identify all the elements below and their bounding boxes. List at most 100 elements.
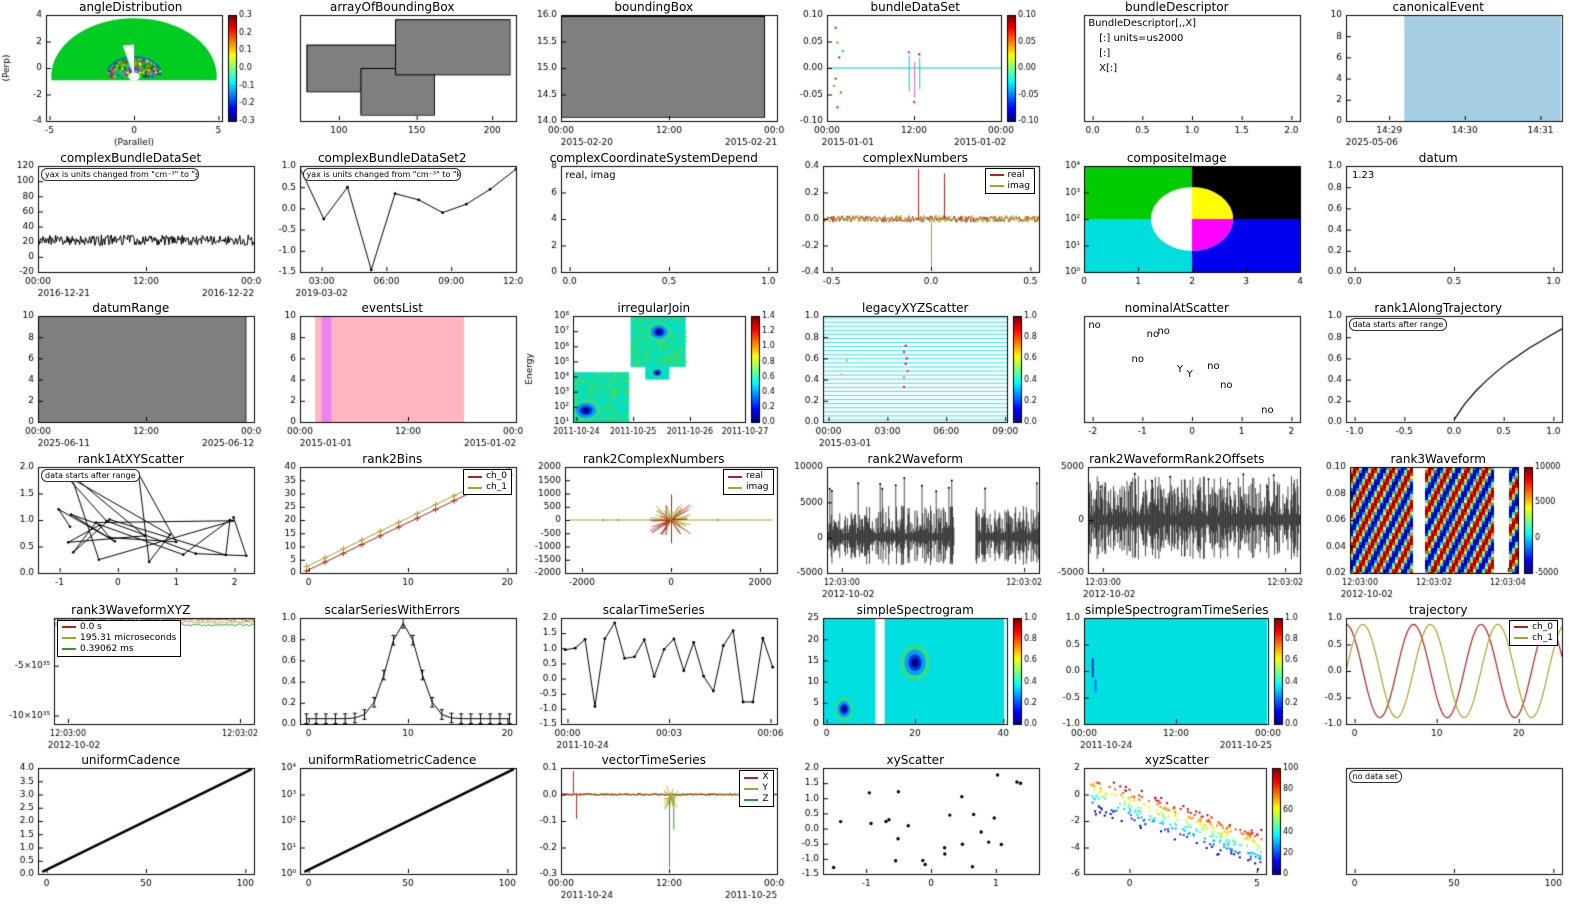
plot-title: uniformRatiometricCadence (308, 753, 477, 768)
plot-text: [:] units=us2000 (1099, 33, 1184, 45)
subplot-irregularJoin: irregularJoin (523, 301, 785, 453)
subplot-compositeImage: compositeImage (1046, 150, 1308, 302)
legend-swatch (989, 174, 1004, 177)
plot-canvas (784, 301, 1047, 453)
subplot-xyScatter: xyScatter (784, 753, 1047, 904)
plot-title: complexBundleDataSet2 (317, 150, 467, 165)
legend: real imag (723, 469, 774, 495)
subplot-legacyXYZScatter: legacyXYZScatter (784, 301, 1047, 453)
legend-item: 195.31 microseconds (62, 633, 176, 644)
plot-title: rank1AlongTrajectory (1374, 301, 1503, 316)
plot-title: complexBundleDataSet (60, 150, 202, 165)
plot-text: no (1146, 329, 1160, 341)
legend-label: ch_1 (1532, 632, 1553, 643)
plot-title: datum (1418, 150, 1458, 165)
legend-item: real (728, 471, 769, 482)
legend-label: X (762, 772, 769, 783)
plot-title: vectorTimeSeries (601, 753, 706, 768)
legend-swatch (62, 626, 76, 629)
plot-canvas (0, 0, 262, 151)
plot-text: no (1157, 325, 1170, 337)
plot-text: no (1207, 360, 1220, 372)
plot-title: rank3WaveformXYZ (71, 602, 191, 617)
annotation: yax is units changed from "cm⁻³" to "s⁻¹… (41, 167, 199, 181)
legend-item: ch_0 (1514, 622, 1553, 633)
legend-item: Z (744, 794, 769, 805)
plot-title: complexNumbers (862, 150, 968, 165)
subplot-rank2ComplexNumbers: rank2ComplexNumbers real imag (523, 452, 785, 603)
subplot-boundingBox: boundingBox (523, 0, 785, 151)
plot-canvas (1307, 753, 1569, 904)
plot-title: eventsList (361, 301, 423, 316)
plot-canvas (1046, 753, 1308, 904)
plot-title: rank1AtXYScatter (77, 452, 184, 466)
legend: ch_0 ch_1 (463, 469, 512, 495)
plot-canvas (261, 301, 524, 453)
plot-title: trajectory (1409, 602, 1468, 617)
legend-item: 0.39062 ms (62, 644, 176, 655)
plot-title: arrayOfBoundingBox (330, 0, 455, 14)
plot-text: Y (1176, 364, 1183, 376)
annotation: yax is units changed from "cm⁻³" to "kg" (302, 167, 461, 181)
plot-title: angleDistribution (79, 0, 183, 14)
legend-swatch (728, 486, 742, 489)
plot-text: 1.23 (1351, 169, 1375, 181)
plot-title: compositeImage (1126, 150, 1227, 165)
subplot-bundleDescriptor: bundleDescriptor BundleDescriptor[,,X] [:]… (1046, 0, 1308, 151)
subplot-uniformRatiometricCadence: uniformRatiometricCadence (261, 753, 524, 904)
plot-title: bundleDataSet (870, 0, 961, 14)
plot-text: [:] (1099, 47, 1111, 59)
plot-title: bundleDescriptor (1125, 0, 1229, 14)
plot-text: X[:] (1099, 62, 1118, 74)
plot-canvas (523, 301, 785, 453)
legend-item: real (989, 169, 1031, 181)
plot-title: complexCoordinateSystemDepend (549, 150, 758, 165)
plot-title: xyScatter (886, 753, 945, 768)
legend-swatch (744, 787, 759, 790)
legend-swatch (468, 486, 483, 489)
legend-item: ch_0 (468, 471, 507, 482)
subplot-eventsList: eventsList (261, 301, 524, 453)
legend-swatch (468, 475, 483, 478)
subplot-trajectory: trajectory ch_0 ch_1 (1307, 602, 1569, 754)
plot-title: scalarTimeSeries (602, 602, 705, 617)
plot-canvas (784, 602, 1047, 754)
legend-swatch (744, 798, 759, 801)
legend-label: real (1007, 169, 1025, 180)
legend-label: 0.0 s (80, 621, 102, 632)
legend-label: ch_0 (486, 471, 507, 481)
plot-title: rank3Waveform (1390, 452, 1486, 466)
legend-label: ch_1 (486, 482, 507, 492)
subplot-complexCoordinateSystemDepend: complexCoordinateSystemDepend real, imag (523, 150, 785, 302)
plot-canvas (1046, 301, 1308, 453)
legend-swatch (989, 185, 1004, 188)
legend-item: 0.0 s (62, 622, 176, 633)
plot-title: simpleSpectrogram (856, 602, 974, 617)
plot-text: real, imag (565, 169, 616, 181)
legend-label: 195.31 microseconds (80, 632, 177, 643)
plot-title: irregularJoin (617, 301, 691, 316)
plot-title: scalarSeriesWithErrors (324, 602, 460, 617)
plot-canvas (1307, 150, 1569, 302)
plot-title: rank2Waveform (867, 452, 963, 466)
legend-swatch (1514, 626, 1529, 629)
legend-item: X (744, 772, 769, 783)
legend-swatch (62, 648, 76, 651)
plot-title: legacyXYZScatter (862, 301, 969, 316)
plot-canvas (784, 0, 1047, 151)
plot-title: rank2ComplexNumbers (582, 452, 725, 466)
plot-canvas (523, 0, 785, 151)
legend-item: ch_1 (468, 482, 507, 493)
plot-canvas (1046, 0, 1308, 151)
subplot-arrayOfBoundingBox: arrayOfBoundingBox (261, 0, 524, 151)
subplot-datum: datum 1.23 (1307, 150, 1569, 302)
subplot-simpleSpectrogramTimeSeries: simpleSpectrogramTimeSeries (1046, 602, 1308, 754)
plot-canvas (261, 0, 524, 151)
legend-item: imag (728, 482, 769, 493)
subplot-noDataSet: no data set (1307, 753, 1569, 904)
subplot-simpleSpectrogram: simpleSpectrogram (784, 602, 1047, 754)
legend-item: ch_1 (1514, 633, 1553, 644)
